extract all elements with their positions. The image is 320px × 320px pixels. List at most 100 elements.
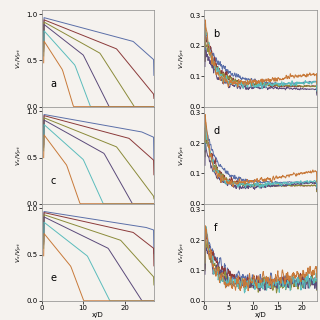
0.50 <box>43 16 46 20</box>
1.00 <box>152 105 156 108</box>
0.85 <box>42 145 46 148</box>
Pilot <box>108 202 112 206</box>
Pilot <box>110 299 114 303</box>
1.00 <box>108 249 112 252</box>
Cold <box>142 299 146 303</box>
Pilot <box>110 105 114 108</box>
0.50 <box>284 181 288 185</box>
Text: c: c <box>51 176 56 186</box>
Pilot <box>108 299 112 303</box>
Line: 0.50: 0.50 <box>205 31 317 90</box>
1.00 <box>135 291 139 295</box>
Pilot <box>152 299 156 303</box>
1.00 <box>285 183 289 187</box>
0.65 <box>108 225 112 229</box>
1.00 <box>140 299 144 303</box>
1.00 <box>110 105 114 108</box>
0.65 <box>42 114 46 117</box>
Cold <box>248 274 252 278</box>
1.00 <box>248 185 252 188</box>
Cold <box>246 289 250 293</box>
Cold <box>42 133 46 137</box>
0.65 <box>142 239 146 243</box>
Y-axis label: $V_x/V_{jet}$: $V_x/V_{jet}$ <box>15 48 25 69</box>
Cold <box>108 105 112 108</box>
1.00 <box>108 162 112 165</box>
1.00 <box>203 272 207 276</box>
Pilot <box>203 48 207 52</box>
Line: 0.50: 0.50 <box>205 234 317 288</box>
0.50 <box>274 280 278 284</box>
0.85 <box>108 66 111 70</box>
1.00 <box>42 50 46 54</box>
Cold <box>231 185 235 188</box>
Pilot <box>108 299 112 302</box>
0.50 <box>110 220 114 224</box>
Legend: 0.50, 0.65, 0.85, 1.00, Pilot, Cold: 0.50, 0.65, 0.85, 1.00, Pilot, Cold <box>60 147 136 164</box>
1.00 <box>142 105 146 108</box>
1.00 <box>284 87 288 91</box>
Line: 0.85: 0.85 <box>44 118 154 199</box>
0.65 <box>152 264 156 268</box>
0.85 <box>135 172 139 176</box>
Cold <box>42 39 46 43</box>
0.50 <box>217 164 220 168</box>
Pilot <box>285 281 289 284</box>
Cold <box>42 254 46 258</box>
0.65 <box>217 68 220 72</box>
0.50 <box>43 113 46 116</box>
0.50 <box>203 263 207 267</box>
0.85 <box>248 282 252 286</box>
1.00 <box>315 187 319 191</box>
1.00 <box>110 252 114 255</box>
0.50 <box>248 79 252 83</box>
0.50 <box>142 131 146 135</box>
0.85 <box>108 142 112 146</box>
0.65 <box>217 266 220 270</box>
0.65 <box>240 81 244 85</box>
1.00 <box>131 202 135 206</box>
0.50 <box>135 224 139 228</box>
0.85 <box>315 91 319 95</box>
Line: Pilot: Pilot <box>44 124 154 204</box>
0.85 <box>108 235 111 238</box>
1.00 <box>274 279 278 283</box>
Cold <box>152 202 156 206</box>
Y-axis label: $V_x/V_{jet}$: $V_x/V_{jet}$ <box>178 145 188 166</box>
Cold <box>203 261 207 265</box>
0.50 <box>248 276 252 280</box>
1.00 <box>108 248 111 252</box>
Text: f: f <box>213 223 217 233</box>
0.65 <box>135 72 139 76</box>
Pilot <box>257 186 261 190</box>
Pilot <box>274 182 278 186</box>
Line: 1.00: 1.00 <box>44 120 154 204</box>
0.85 <box>203 269 207 273</box>
Cold <box>285 173 289 177</box>
0.65 <box>43 211 46 215</box>
0.65 <box>256 287 260 291</box>
Line: Cold: Cold <box>205 20 317 87</box>
Pilot <box>108 298 111 302</box>
Cold <box>203 140 207 144</box>
Pilot <box>284 82 288 86</box>
1.00 <box>43 118 46 122</box>
0.50 <box>142 49 146 53</box>
0.65 <box>217 170 220 173</box>
0.50 <box>240 178 244 181</box>
0.50 <box>204 232 207 236</box>
Pilot <box>43 221 46 225</box>
0.65 <box>43 114 46 118</box>
Cold <box>248 81 252 84</box>
0.85 <box>315 190 319 194</box>
1.00 <box>135 202 139 206</box>
Line: 1.00: 1.00 <box>205 143 317 189</box>
0.50 <box>108 124 112 128</box>
Cold <box>108 299 112 303</box>
Cold <box>152 299 156 303</box>
Line: 0.65: 0.65 <box>44 212 154 266</box>
0.85 <box>43 20 46 24</box>
0.50 <box>204 124 208 128</box>
0.85 <box>42 242 46 245</box>
Pilot <box>43 123 46 127</box>
